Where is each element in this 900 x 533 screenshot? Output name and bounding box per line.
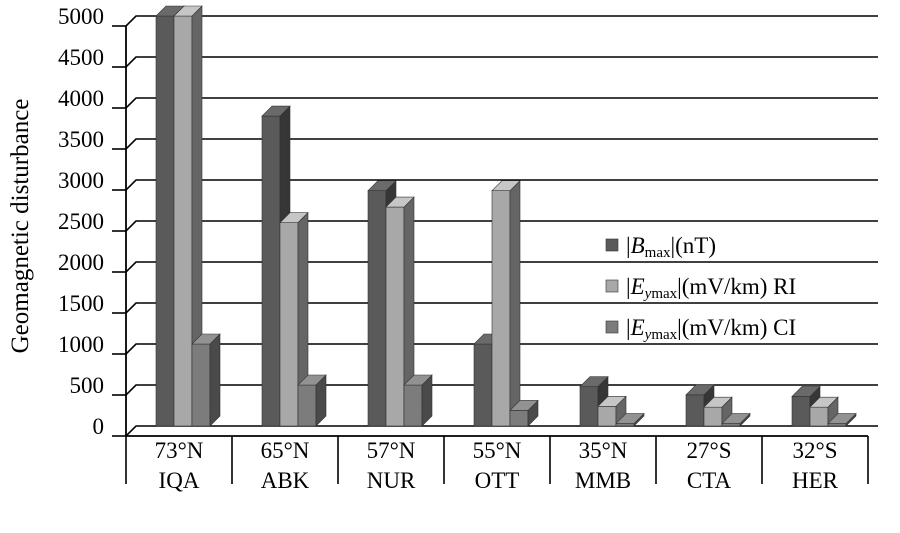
legend-swatch <box>605 238 619 252</box>
bar <box>385 196 415 427</box>
bar <box>279 211 309 427</box>
y-axis-label: Geomagnetic disturbance <box>7 99 34 354</box>
y-tick-label: 1500 <box>58 291 104 316</box>
legend-entry: |Eymax|(mV/km) CI <box>605 315 796 343</box>
gridline <box>125 138 878 150</box>
gridline <box>125 56 878 68</box>
x-tick-label-station: HER <box>792 468 839 493</box>
bar <box>597 395 627 427</box>
x-tick-label-latitude: 55°N <box>473 438 522 463</box>
bar <box>615 412 645 427</box>
bar <box>297 374 327 427</box>
legend-entry: |Bmax|(nT) <box>605 233 716 261</box>
x-tick-label-station: OTT <box>475 468 520 493</box>
gridline <box>125 220 878 232</box>
y-tick-label: 5000 <box>58 4 104 29</box>
legend: |Bmax|(nT) |Eymax|(mV/km) RI |Eymax|(mV/km… <box>605 233 796 343</box>
y-tick-label: 4000 <box>58 86 104 111</box>
bar <box>491 179 521 427</box>
y-tick-label: 500 <box>70 373 105 398</box>
legend-swatch <box>605 320 619 334</box>
x-tick-label-station: ABK <box>261 468 310 493</box>
bars <box>155 5 857 427</box>
gridline <box>125 179 878 191</box>
legend-label: |Eymax|(mV/km) RI <box>626 274 796 302</box>
y-tick-label: 2500 <box>58 209 104 234</box>
axes: 0 500 1000 1500 2000 2500 3000 3500 4000 4500 5000… <box>58 4 869 493</box>
y-tick-label: 0 <box>93 414 105 439</box>
x-tick-label-latitude: 27°S <box>687 438 732 463</box>
x-tick-label-station: CTA <box>687 468 732 493</box>
y-tick-label: 2000 <box>58 250 104 275</box>
bar <box>509 399 539 427</box>
gridline <box>125 302 878 314</box>
gridlines <box>125 15 878 437</box>
y-tick-label: 4500 <box>58 45 104 70</box>
gridline <box>125 425 878 437</box>
bar <box>827 412 857 427</box>
x-tick-label-station: IQA <box>159 468 200 493</box>
x-tick-label-latitude: 65°N <box>261 438 310 463</box>
y-tick-label: 3000 <box>58 168 104 193</box>
y-tick-label: 1000 <box>58 332 104 357</box>
x-tick-label-latitude: 73°N <box>155 438 204 463</box>
gridline <box>125 343 878 355</box>
legend-swatch <box>605 279 619 293</box>
gridline <box>125 15 878 27</box>
x-tick-label-latitude: 57°N <box>367 438 416 463</box>
gridline <box>125 384 878 396</box>
bar <box>721 412 751 427</box>
x-tick-label-station: MMB <box>575 468 631 493</box>
bar <box>403 374 433 427</box>
legend-entry: |Eymax|(mV/km) RI <box>605 274 796 302</box>
legend-label: |Eymax|(mV/km) CI <box>626 315 796 343</box>
x-tick-label-station: NUR <box>367 468 416 493</box>
bar <box>703 396 733 427</box>
x-tick-label-latitude: 35°N <box>579 438 628 463</box>
gridline <box>125 97 878 109</box>
bar <box>173 5 203 427</box>
x-tick-label-latitude: 32°S <box>793 438 838 463</box>
y-tick-label: 3500 <box>58 127 104 152</box>
gridline <box>125 261 878 273</box>
bar <box>191 333 221 427</box>
legend-label: |Bmax|(nT) <box>626 233 716 261</box>
